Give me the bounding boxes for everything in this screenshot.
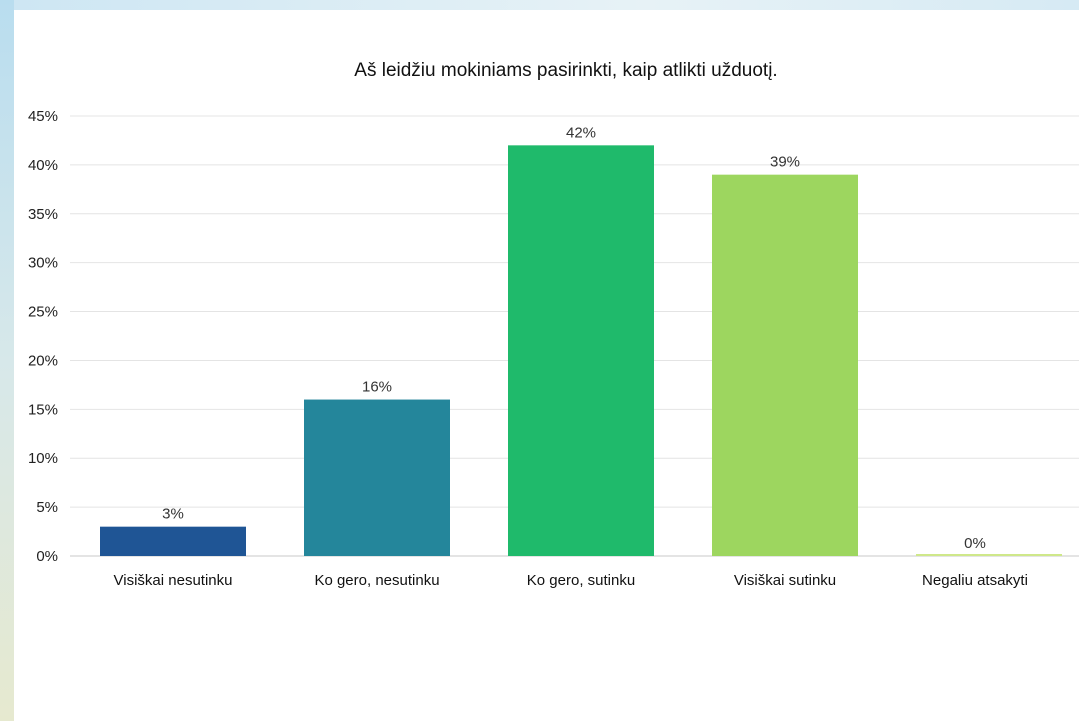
y-tick-label: 30%	[28, 255, 58, 272]
y-axis-ticks: 0% 5% 10% 15% 20% 25% 30% 35% 40% 45%	[28, 108, 58, 565]
data-label: 16%	[362, 379, 392, 396]
bar	[304, 399, 450, 556]
bar	[508, 145, 654, 557]
y-tick-label: 0%	[36, 548, 58, 565]
y-tick-label: 35%	[28, 206, 58, 223]
data-label: 39%	[770, 154, 800, 171]
x-axis-categories: Visiškai nesutinku Ko gero, nesutinku Ko g…	[114, 572, 1028, 589]
y-tick-label: 10%	[28, 450, 58, 467]
y-tick-label: 20%	[28, 352, 58, 369]
data-label: 3%	[162, 506, 184, 523]
y-tick-label: 25%	[28, 304, 58, 321]
data-label: 42%	[566, 124, 596, 141]
bar	[916, 554, 1062, 556]
data-label: 0%	[964, 535, 986, 552]
x-category-label: Negaliu atsakyti	[922, 572, 1028, 589]
x-category-label: Visiškai nesutinku	[114, 572, 233, 589]
bars	[100, 145, 1062, 557]
window-frame-top	[0, 0, 1079, 10]
x-category-label: Ko gero, sutinku	[527, 572, 635, 589]
y-tick-label: 5%	[36, 499, 58, 516]
window-frame-left	[0, 0, 14, 721]
y-tick-label: 15%	[28, 401, 58, 418]
data-labels: 3% 16% 42% 39% 0%	[162, 124, 986, 552]
bar	[712, 174, 858, 556]
chart-title: Aš leidžiu mokiniams pasirinkti, kaip at…	[354, 60, 777, 81]
bar	[100, 526, 246, 556]
x-category-label: Ko gero, nesutinku	[314, 572, 439, 589]
x-category-label: Visiškai sutinku	[734, 572, 836, 589]
y-tick-label: 45%	[28, 108, 58, 125]
y-tick-label: 40%	[28, 157, 58, 174]
